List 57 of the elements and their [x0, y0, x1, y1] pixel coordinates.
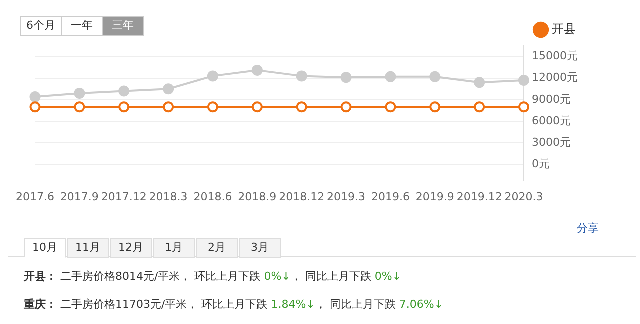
text: 12月	[110, 238, 152, 258]
point	[296, 70, 308, 82]
point	[252, 64, 263, 76]
text: 11月	[67, 238, 109, 258]
point	[430, 71, 441, 82]
y-tick-label: 6000元	[532, 114, 572, 128]
y-tick-label: 0元	[532, 157, 550, 170]
text: 10月	[24, 238, 66, 258]
point	[430, 102, 441, 113]
point	[207, 102, 218, 113]
legend-label: 开县	[552, 22, 576, 36]
y-tick-label: 9000元	[532, 92, 572, 106]
point	[118, 102, 130, 113]
x-tick-label: 2019.9	[416, 190, 454, 204]
text: 三年	[102, 16, 144, 36]
point	[474, 102, 486, 113]
x-tick-label: 2017.9	[60, 190, 99, 204]
y-tick-label: 12000元	[532, 71, 578, 84]
y-tick-label: 3000元	[532, 136, 572, 149]
text: 开县：	[24, 270, 57, 283]
point	[296, 102, 308, 113]
x-tick-label: 2020.3	[504, 190, 544, 204]
text: 1月	[153, 238, 195, 258]
x-tick-label: 2018.12	[279, 190, 325, 204]
point	[118, 86, 130, 97]
point	[252, 102, 263, 113]
point	[385, 102, 396, 113]
point	[518, 75, 530, 86]
text: 6个月	[20, 16, 62, 36]
x-tick-label: 2018.3	[149, 190, 188, 204]
x-tick-label: 2017.6	[16, 190, 54, 204]
point	[474, 77, 486, 88]
point	[163, 102, 174, 113]
text: 二手房价格11703元/平米， 环比上月下跌 1.84%↓， 同比上月下跌 7.06%↓	[60, 298, 444, 311]
x-tick-label: 2017.12	[101, 190, 147, 204]
y-tick-label: 15000元	[532, 50, 578, 63]
point	[385, 71, 396, 82]
point	[518, 102, 530, 113]
text: 2月	[196, 238, 238, 258]
point	[207, 70, 218, 82]
point	[30, 102, 41, 113]
point	[74, 88, 86, 99]
text: 重庆：	[24, 298, 57, 311]
text: 一年	[61, 16, 103, 36]
text: 3月	[239, 238, 281, 258]
point	[74, 102, 86, 113]
x-tick-label: 2019.12	[456, 190, 502, 204]
text: 二手房价格8014元/平米， 环比上月下跌 0%↓， 同比上月下跌 0%↓	[60, 270, 402, 283]
point	[340, 72, 352, 84]
point	[340, 102, 352, 113]
x-tick-label: 2018.9	[238, 190, 277, 204]
text: 分享	[577, 221, 599, 236]
x-tick-label: 2019.3	[327, 190, 366, 204]
point	[163, 84, 174, 95]
x-tick-label: 2018.6	[194, 190, 232, 204]
x-tick-label: 2019.6	[371, 190, 410, 204]
point	[30, 92, 41, 103]
